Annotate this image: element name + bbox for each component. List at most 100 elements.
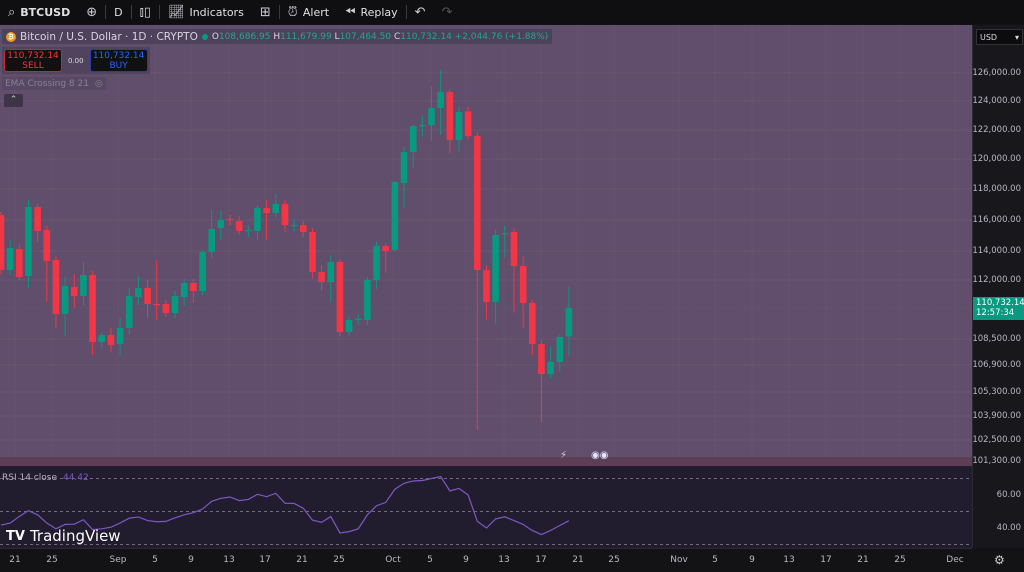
search-icon: ⌕ bbox=[8, 4, 16, 20]
rsi-pane bbox=[0, 475, 972, 545]
grid-icon: ⊞ bbox=[259, 4, 271, 20]
time-axis-label: 5 bbox=[152, 555, 158, 565]
buy-button[interactable]: 110,732.14 BUY bbox=[89, 49, 148, 72]
candle-down bbox=[16, 249, 23, 277]
candle-up bbox=[290, 225, 298, 227]
divider bbox=[405, 5, 407, 19]
candle-up bbox=[327, 262, 335, 283]
candle-down bbox=[89, 275, 96, 342]
time-axis-label: Dec bbox=[946, 555, 964, 565]
candle-down bbox=[528, 303, 536, 344]
candle-up bbox=[171, 295, 179, 313]
candle-up bbox=[455, 112, 463, 141]
plus-circle-icon: ⊕ bbox=[86, 4, 98, 20]
indicators-label: Indicators bbox=[189, 5, 244, 19]
chart-background bbox=[0, 25, 972, 459]
time-axis-label: Oct bbox=[385, 555, 401, 565]
alert-button[interactable]: ⏰︎ Alert bbox=[280, 0, 337, 24]
replay-label: Replay bbox=[360, 5, 398, 19]
candle-down bbox=[336, 262, 344, 332]
time-axis-label: 5 bbox=[712, 555, 718, 565]
time-axis-label: 25 bbox=[46, 555, 58, 565]
time-axis-label: 5 bbox=[427, 555, 433, 565]
candle-up bbox=[419, 125, 426, 127]
symbol-search-button[interactable]: ⌕ BTCUSD bbox=[0, 0, 78, 24]
price-axis-label: 126,000.00 bbox=[972, 68, 1021, 78]
time-axis-label: 17 bbox=[259, 555, 271, 565]
divider bbox=[105, 5, 107, 19]
candle-down bbox=[153, 304, 161, 306]
symbol-legend[interactable]: ₿ Bitcoin / U.S. Dollar · 1D · CRYPTO O1… bbox=[2, 29, 553, 44]
pane-separator[interactable] bbox=[0, 457, 972, 466]
replay-button[interactable]: ⏪︎ Replay bbox=[337, 0, 406, 24]
interval-button[interactable]: D bbox=[106, 0, 130, 24]
candle-down bbox=[162, 304, 170, 313]
sell-button[interactable]: 110,732.14 SELL bbox=[4, 49, 62, 72]
redo-icon: ↷ bbox=[441, 4, 453, 20]
candle-up bbox=[245, 230, 252, 232]
collapse-legend-button[interactable]: ⌃ bbox=[4, 94, 23, 107]
candle-down bbox=[70, 287, 78, 296]
spread-value: 0.00 bbox=[68, 56, 84, 65]
us-flag-event-icon[interactable]: ◉◉ bbox=[591, 450, 609, 461]
candle-up bbox=[492, 235, 499, 302]
indicators-button[interactable]: 📈︎ Indicators bbox=[160, 0, 252, 24]
candle-down bbox=[34, 207, 41, 232]
chevron-down-icon: ▾ bbox=[1014, 33, 1019, 42]
settings-gear-icon[interactable]: ⚙︎ bbox=[994, 553, 1005, 567]
event-lightning-icon[interactable]: ⚡︎ bbox=[560, 450, 568, 461]
candle-down bbox=[235, 221, 243, 232]
candle-up bbox=[437, 92, 444, 109]
rsi-axis-label: 40.00 bbox=[996, 523, 1021, 533]
candle-up bbox=[25, 207, 32, 277]
candle-down bbox=[309, 232, 316, 273]
time-axis-label: Sep bbox=[109, 555, 127, 565]
candle-down bbox=[483, 270, 490, 302]
ema-indicator-legend[interactable]: EMA Crossing 8 21 ◎ bbox=[2, 77, 106, 90]
indicators-icon: 📈︎ bbox=[167, 4, 185, 20]
candle-up bbox=[364, 280, 371, 320]
currency-select[interactable]: USD ▾ bbox=[976, 29, 1023, 45]
candle-down bbox=[474, 136, 481, 271]
time-axis-label: 13 bbox=[783, 555, 795, 565]
rsi-legend[interactable]: RSI 14 close 44.42 bbox=[2, 473, 89, 483]
price-axis[interactable]: USD ▾ 126,000.00 124,000.00 122,000.00 120,0… bbox=[972, 25, 1024, 548]
candle-up bbox=[217, 220, 225, 229]
candle-down bbox=[538, 343, 545, 375]
candle-up bbox=[6, 248, 14, 271]
grid-lines bbox=[0, 25, 972, 457]
price-axis-label: 102,500.00 bbox=[972, 435, 1021, 445]
eye-hidden-icon[interactable]: ◎ bbox=[94, 78, 103, 89]
price-axis-label: 101,300.00 bbox=[972, 456, 1021, 466]
price-axis-label: 118,000.00 bbox=[972, 184, 1021, 194]
trade-panel: 110,732.14 SELL 0.00 110,732.14 BUY bbox=[2, 47, 150, 74]
candle-up bbox=[354, 318, 362, 321]
ema-indicator-label: EMA Crossing 8 21 bbox=[5, 78, 89, 89]
candle-up bbox=[61, 286, 69, 314]
rsi-axis-label: 60.00 bbox=[996, 490, 1021, 500]
candle-down bbox=[0, 215, 5, 271]
candle-down bbox=[43, 230, 51, 262]
time-axis-label: 25 bbox=[608, 555, 620, 565]
price-axis-label: 106,900.00 bbox=[972, 360, 1021, 370]
alarm-clock-icon: ⏰︎ bbox=[287, 4, 298, 20]
compare-button[interactable]: ⊕ bbox=[78, 0, 105, 24]
layouts-button[interactable]: ⊞ bbox=[252, 0, 279, 24]
time-axis[interactable]: 21 25 Sep 5 9 13 17 21 25 Oct 5 9 13 17 21 25 Nov 5 9 13 17 2… bbox=[0, 548, 972, 572]
time-axis-label: 17 bbox=[535, 555, 547, 565]
candle-up bbox=[547, 361, 554, 375]
candle-down bbox=[299, 225, 307, 233]
undo-button[interactable]: ↶ bbox=[407, 0, 434, 24]
time-axis-label: 21 bbox=[9, 555, 21, 565]
candle-up bbox=[373, 246, 380, 280]
candle-down bbox=[107, 335, 115, 345]
redo-button[interactable]: ↷ bbox=[434, 0, 461, 24]
top-toolbar: ⌕ BTCUSD ⊕ D ⫾▯ 📈︎ Indicators ⊞ ⏰︎ Alert ⏪︎… bbox=[0, 0, 1024, 24]
candle-up bbox=[428, 108, 435, 126]
time-axis-label: 9 bbox=[463, 555, 469, 565]
candle-down bbox=[52, 260, 60, 314]
chart-type-button[interactable]: ⫾▯ bbox=[132, 0, 159, 24]
candle-up bbox=[208, 229, 215, 253]
divider bbox=[278, 5, 280, 19]
